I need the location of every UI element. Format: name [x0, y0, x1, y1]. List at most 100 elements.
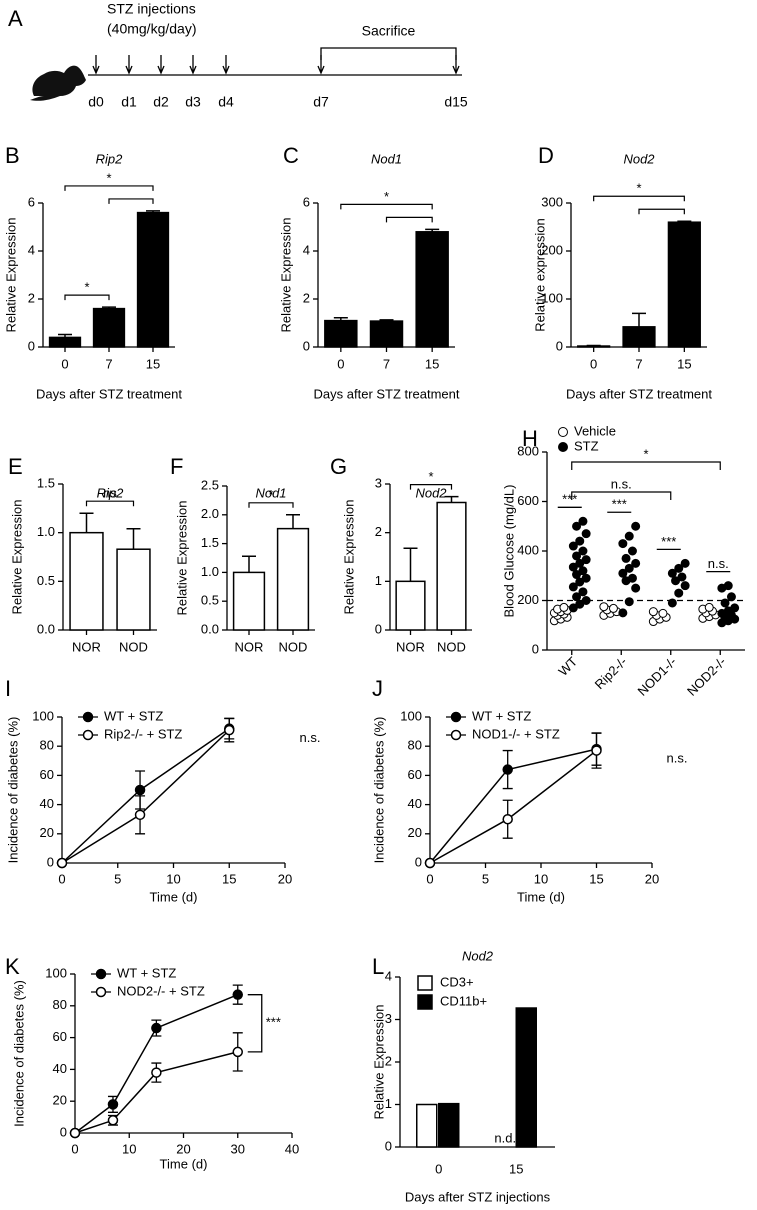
panel-label: I — [5, 676, 11, 701]
x-tick-label: NOR — [235, 639, 264, 654]
panel-label: K — [5, 954, 20, 979]
x-tick-label: 0 — [337, 356, 344, 371]
significance-label: * — [106, 170, 111, 185]
error-bar — [379, 319, 394, 322]
bar — [136, 211, 170, 348]
y-axis-label: Blood Glucose (mg/dL) — [501, 485, 516, 618]
error-bar — [632, 312, 646, 327]
significance-bracket — [64, 185, 154, 191]
x-tick-label: 0 — [61, 356, 68, 371]
data-point — [578, 566, 588, 576]
arrow — [92, 55, 100, 75]
error-bar — [58, 333, 72, 338]
error-bar — [333, 316, 348, 321]
bar — [622, 326, 656, 348]
x-axis-label: Time (d) — [517, 889, 565, 904]
data-point — [618, 608, 628, 618]
data-point — [134, 809, 146, 821]
data-point — [581, 596, 591, 605]
data-point — [674, 588, 684, 598]
arrow — [157, 55, 165, 75]
x-axis-label: Days after STZ treatment — [36, 386, 182, 401]
significance-bracket — [593, 195, 685, 202]
x-tick-label: 15 — [222, 871, 236, 886]
y-tick-label: 100 — [45, 965, 67, 980]
data-point — [658, 608, 668, 618]
y-tick-label: 2.0 — [201, 506, 219, 521]
comparison-label: n.s. — [708, 556, 729, 571]
y-tick-label: 100 — [32, 708, 54, 723]
data-point — [618, 539, 628, 549]
y-tick-label: 0 — [375, 621, 382, 636]
x-tick-label: 10 — [166, 871, 180, 886]
y-tick-label: 20 — [408, 825, 422, 840]
significance-bracket — [385, 216, 433, 223]
y-tick-label: 0.0 — [201, 621, 219, 636]
panel-label: G — [330, 454, 347, 479]
y-tick-label: 4 — [303, 242, 310, 257]
bracket-label: Sacrifice — [362, 23, 416, 39]
error-bar — [146, 210, 160, 213]
x-tick-label: NOD — [437, 639, 466, 654]
data-point — [674, 563, 684, 573]
legend-label: Vehicle — [574, 423, 616, 438]
x-tick-label: 15 — [589, 871, 603, 886]
y-tick-label: 1.5 — [201, 535, 219, 550]
chart-title: Rip2 — [97, 485, 125, 500]
panel-label: D — [538, 143, 554, 168]
data-point — [578, 587, 588, 597]
y-tick-label: 3 — [385, 1011, 392, 1026]
data-point — [648, 607, 658, 617]
comparison-label: *** — [612, 497, 627, 512]
chart-title: Rip2 — [96, 151, 124, 166]
x-tick-label: NOD2-/- — [684, 654, 729, 699]
x-tick-label: NOD1-/- — [634, 654, 679, 699]
legend-label: CD11b+ — [440, 993, 487, 1008]
annotation: n.d. — [494, 1130, 516, 1145]
bar — [232, 571, 266, 631]
bar — [92, 307, 126, 348]
data-point — [591, 745, 602, 756]
x-tick-label: 5 — [114, 871, 121, 886]
data-point — [151, 1067, 162, 1078]
x-tick-label: 15 — [146, 356, 160, 371]
legend-label: WT + STZ — [104, 708, 163, 723]
y-tick-label: 0 — [415, 854, 422, 869]
y-axis-label: Relative Expression — [341, 500, 356, 615]
y-tick-label: 0 — [47, 854, 54, 869]
data-point — [581, 555, 591, 565]
data-point — [677, 572, 687, 582]
significance-label: n.s. — [611, 476, 632, 491]
data-point — [572, 521, 582, 531]
significance-label: * — [384, 189, 389, 204]
x-tick-label: 15 — [509, 1161, 523, 1176]
x-axis-label: Time (d) — [160, 1156, 208, 1171]
x-tick-label: NOD — [119, 639, 148, 654]
y-tick-label: 40 — [53, 1061, 67, 1076]
y-tick-label: 40 — [40, 796, 54, 811]
significance-bracket — [409, 484, 453, 490]
data-point — [502, 764, 513, 775]
x-axis-label: Days after STZ injections — [405, 1189, 551, 1204]
x-tick-label: 0 — [590, 356, 597, 371]
error-bar — [444, 495, 459, 503]
x-tick-label: 20 — [645, 871, 659, 886]
x-tick-label: 15 — [425, 356, 439, 371]
y-tick-label: 400 — [517, 542, 539, 557]
x-axis-label: Days after STZ treatment — [566, 386, 712, 401]
y-tick-label: 0 — [28, 338, 35, 353]
bar — [415, 231, 449, 348]
x-tick-label: 10 — [534, 871, 548, 886]
data-point — [424, 857, 436, 869]
arrow — [189, 55, 197, 75]
comparison-label: *** — [661, 534, 676, 549]
data-point — [667, 598, 677, 608]
data-point — [631, 521, 641, 531]
legend-label: WT + STZ — [117, 965, 176, 980]
significance-label: * — [643, 446, 648, 461]
y-tick-label: 20 — [40, 825, 54, 840]
legend-marker — [450, 711, 462, 723]
legend-label: Rip2-/- + STZ — [104, 726, 182, 741]
x-tick-label: NOR — [72, 639, 101, 654]
